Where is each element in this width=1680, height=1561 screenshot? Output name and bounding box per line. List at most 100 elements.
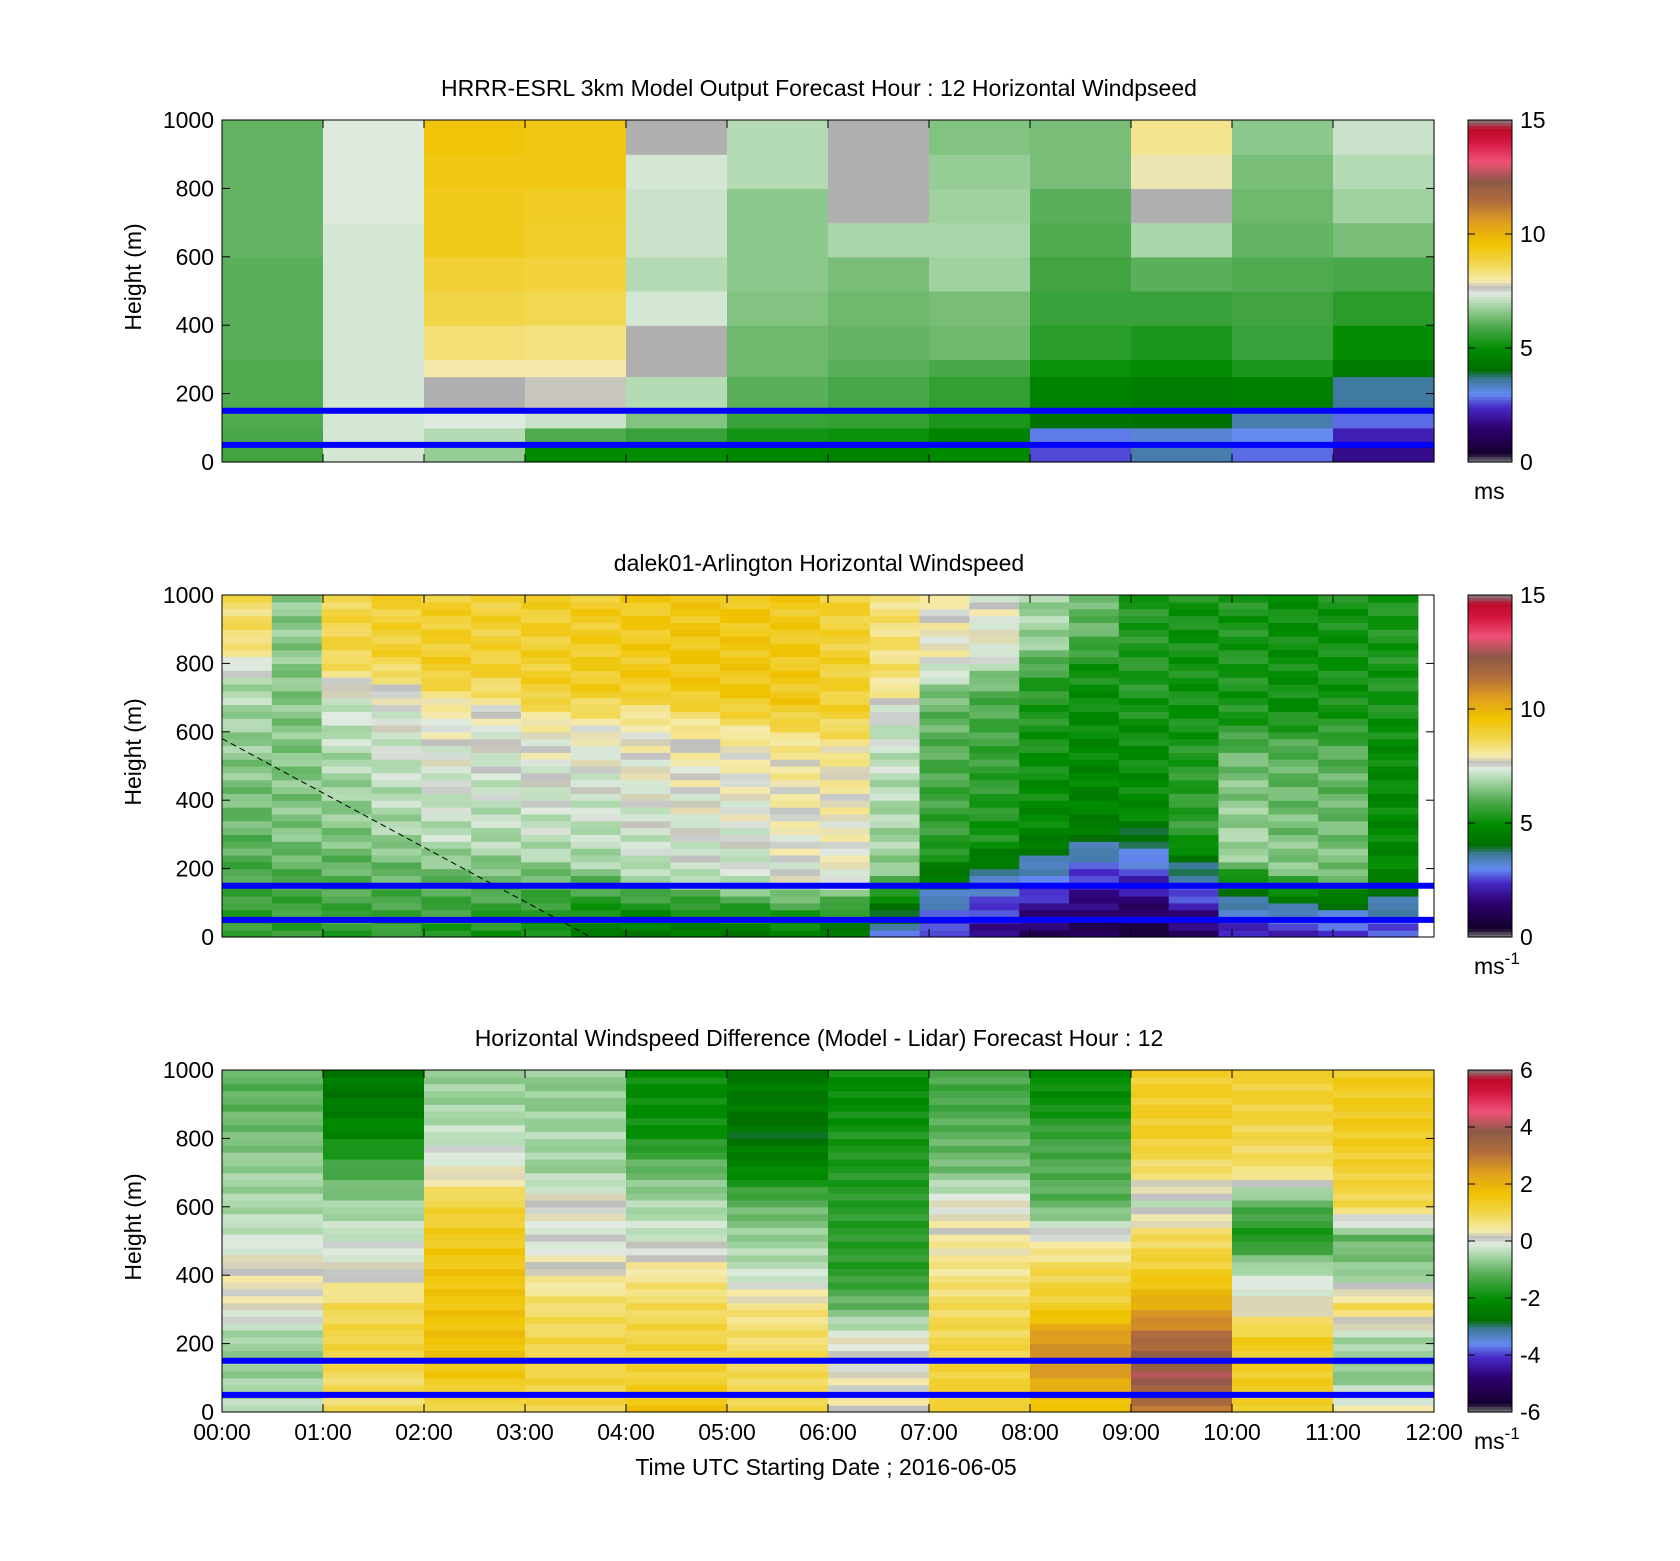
heatmap-cell (525, 1186, 627, 1194)
heatmap-cell (620, 779, 672, 788)
heatmap-cell (421, 930, 472, 938)
heatmap-cell (222, 1111, 324, 1119)
panel-model-ylabel: Height (m) (120, 223, 146, 330)
heatmap-cell (321, 793, 373, 801)
heatmap-cell (371, 861, 422, 870)
heatmap-cell (371, 718, 422, 726)
colorbar-segment (1468, 880, 1512, 884)
heatmap-cell (525, 1343, 627, 1352)
colorbar-segment (1468, 751, 1512, 756)
heatmap-cell (1168, 622, 1220, 630)
heatmap-cell (1232, 1247, 1334, 1256)
colorbar-segment (1468, 1258, 1512, 1262)
heatmap-cell (1118, 718, 1170, 726)
heatmap-cell (1333, 1364, 1435, 1372)
colorbar-segment (1468, 934, 1512, 938)
heatmap-cell (1168, 848, 1220, 856)
heatmap-cell (727, 188, 829, 224)
heatmap-cell (520, 848, 572, 856)
heatmap-cell (770, 704, 821, 712)
heatmap-cell (969, 800, 1020, 808)
colorbar-segment (1468, 325, 1512, 329)
colorbar-segment (1468, 145, 1512, 150)
heatmap-cell (520, 875, 572, 883)
heatmap-cell (828, 1268, 930, 1276)
heatmap-cell (670, 724, 721, 733)
colorbar-segment (1468, 1112, 1512, 1117)
heatmap-cell (869, 807, 921, 815)
heatmap-cell (371, 608, 422, 617)
heatmap-cell (969, 663, 1020, 671)
heatmap-cell (1368, 861, 1419, 870)
heatmap-cell (1232, 120, 1334, 155)
colorbar-segment (1468, 1346, 1512, 1350)
heatmap-cell (1030, 154, 1132, 189)
heatmap-cell (1131, 325, 1233, 360)
colorbar-segment (1468, 168, 1512, 172)
heatmap-cell (323, 376, 425, 412)
heatmap-cell (626, 1158, 728, 1167)
heatmap-cell (271, 813, 323, 822)
heatmap-cell (869, 813, 921, 822)
heatmap-cell (1268, 636, 1319, 644)
colorbar-segment (1468, 1209, 1512, 1214)
heatmap-cell (1333, 1083, 1435, 1092)
heatmap-cell (727, 1254, 829, 1263)
heatmap-cell (471, 683, 522, 692)
heatmap-cell (1232, 256, 1334, 292)
heatmap-cell (222, 1090, 324, 1098)
heatmap-cell (1118, 766, 1170, 774)
heatmap-cell (670, 608, 721, 617)
heatmap-cell (1069, 848, 1120, 856)
heatmap-cell (570, 889, 622, 897)
heatmap-cell (770, 636, 821, 644)
heatmap-cell (670, 902, 721, 911)
heatmap-cell (323, 1124, 425, 1133)
heatmap-cell (626, 325, 728, 360)
heatmap-cell (222, 622, 273, 630)
colorbar-segment (1468, 785, 1512, 790)
heatmap-cell (570, 827, 622, 835)
heatmap-cell (929, 1343, 1031, 1352)
colorbar-segment (1468, 171, 1512, 175)
heatmap-cell (1232, 1179, 1334, 1187)
heatmap-cell (626, 1370, 728, 1379)
heatmap-cell (321, 601, 373, 610)
heatmap-cell (727, 1350, 829, 1358)
colorbar-segment (1468, 356, 1512, 360)
heatmap-cell (626, 154, 728, 189)
heatmap-cell (525, 1288, 627, 1297)
colorbar-segment (1468, 754, 1512, 759)
colorbar-segment (1468, 359, 1512, 363)
heatmap-cell (570, 601, 622, 610)
colorbar-segment (1468, 256, 1512, 261)
heatmap-cell (323, 1172, 425, 1181)
colorbar-segment (1468, 1243, 1512, 1248)
heatmap-cell (727, 1384, 829, 1393)
heatmap-cell (1368, 841, 1419, 849)
colorbar-segment (1468, 1223, 1512, 1228)
heatmap-cell (1168, 629, 1220, 637)
heatmap-cell (424, 1405, 526, 1413)
heatmap-cell (525, 1070, 627, 1078)
heatmap-cell (1368, 670, 1419, 678)
heatmap-cell (1318, 690, 1369, 699)
colorbar-segment (1468, 743, 1512, 747)
heatmap-cell (1118, 902, 1170, 911)
heatmap-cell (1218, 930, 1269, 938)
heatmap-cell (1268, 930, 1319, 938)
heatmap-cell (670, 683, 721, 692)
heatmap-cell (271, 902, 323, 911)
heatmap-cell (1333, 1220, 1435, 1228)
heatmap-cell (421, 772, 472, 781)
heatmap-cell (570, 608, 622, 617)
heatmap-cell (720, 800, 771, 808)
heatmap-cell (727, 222, 829, 258)
heatmap-cell (1268, 690, 1319, 699)
y-tick-label: 200 (176, 381, 214, 407)
heatmap-cell (222, 1117, 324, 1126)
heatmap-cell (421, 670, 472, 678)
heatmap-cell (222, 930, 273, 938)
heatmap-cell (271, 697, 323, 706)
heatmap-cell (1232, 1111, 1334, 1119)
